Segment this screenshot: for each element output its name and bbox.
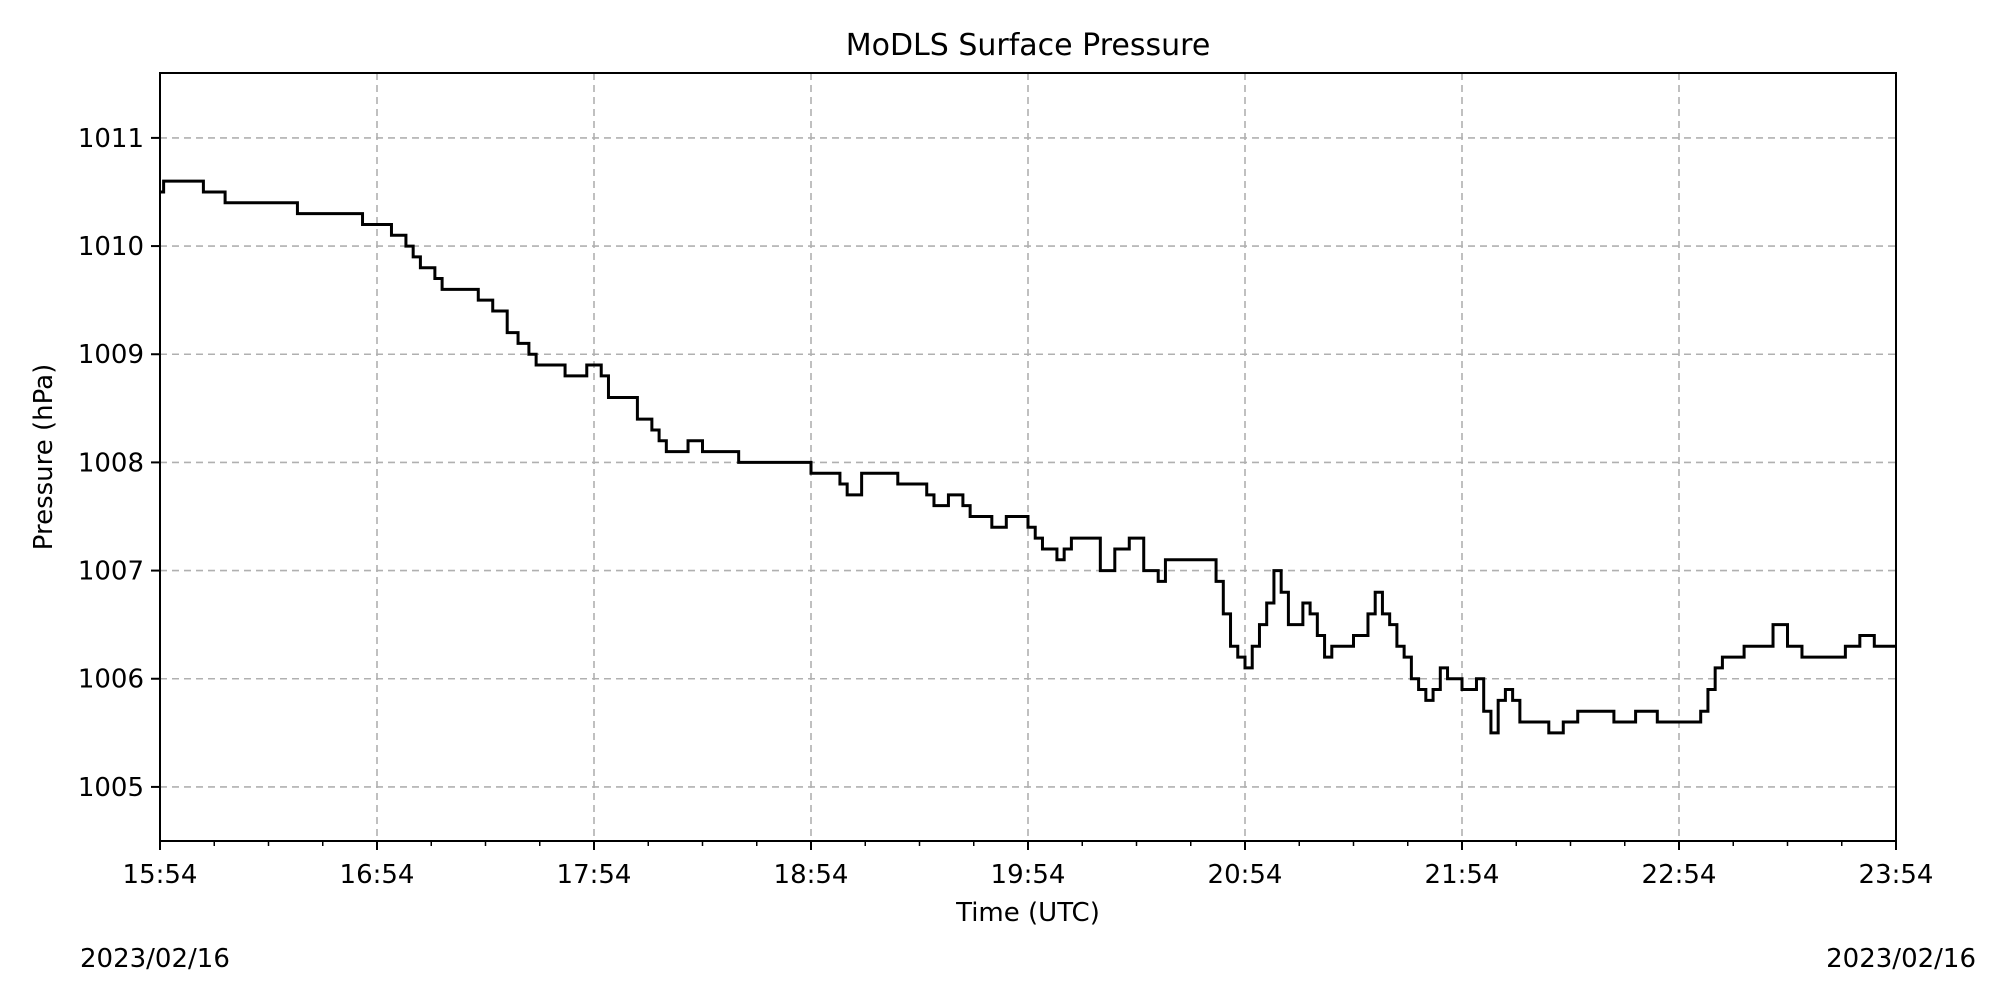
series-layer	[160, 179, 1896, 735]
x-tick-label: 16:54	[340, 860, 415, 890]
y-axis-label: Pressure (hPa)	[29, 364, 59, 551]
y-tick-label: 1009	[78, 340, 144, 370]
y-tick-label: 1007	[78, 557, 144, 587]
x-tick-label: 23:54	[1859, 860, 1934, 890]
x-tick-label: 21:54	[1425, 860, 1500, 890]
chart-title: MoDLS Surface Pressure	[846, 28, 1211, 63]
y-tick-label: 1010	[78, 232, 144, 262]
x-tick-label: 19:54	[991, 860, 1066, 890]
x-tick-label: 22:54	[1642, 860, 1717, 890]
grid-layer	[159, 73, 1897, 841]
y-axis: 1005 1006 1007 1008 1009 1010 1011	[78, 124, 160, 803]
x-tick-label: 17:54	[557, 860, 632, 890]
x-axis: 15:54 16:54 17:54 18:54 19:54 20:54 21:54 22:54…	[123, 841, 1934, 890]
x-tick-label: 18:54	[774, 860, 849, 890]
y-tick-label: 1011	[78, 124, 144, 154]
x-axis-label: Time (UTC)	[955, 898, 1100, 928]
x-tick-label: 20:54	[1208, 860, 1283, 890]
y-tick-label: 1006	[78, 665, 144, 695]
pressure-series-line	[160, 179, 1896, 735]
date-label-left: 2023/02/16	[80, 944, 230, 974]
date-label-right: 2023/02/16	[1826, 944, 1976, 974]
x-tick-label: 15:54	[123, 860, 198, 890]
y-tick-label: 1005	[78, 773, 144, 803]
y-tick-label: 1008	[78, 448, 144, 478]
